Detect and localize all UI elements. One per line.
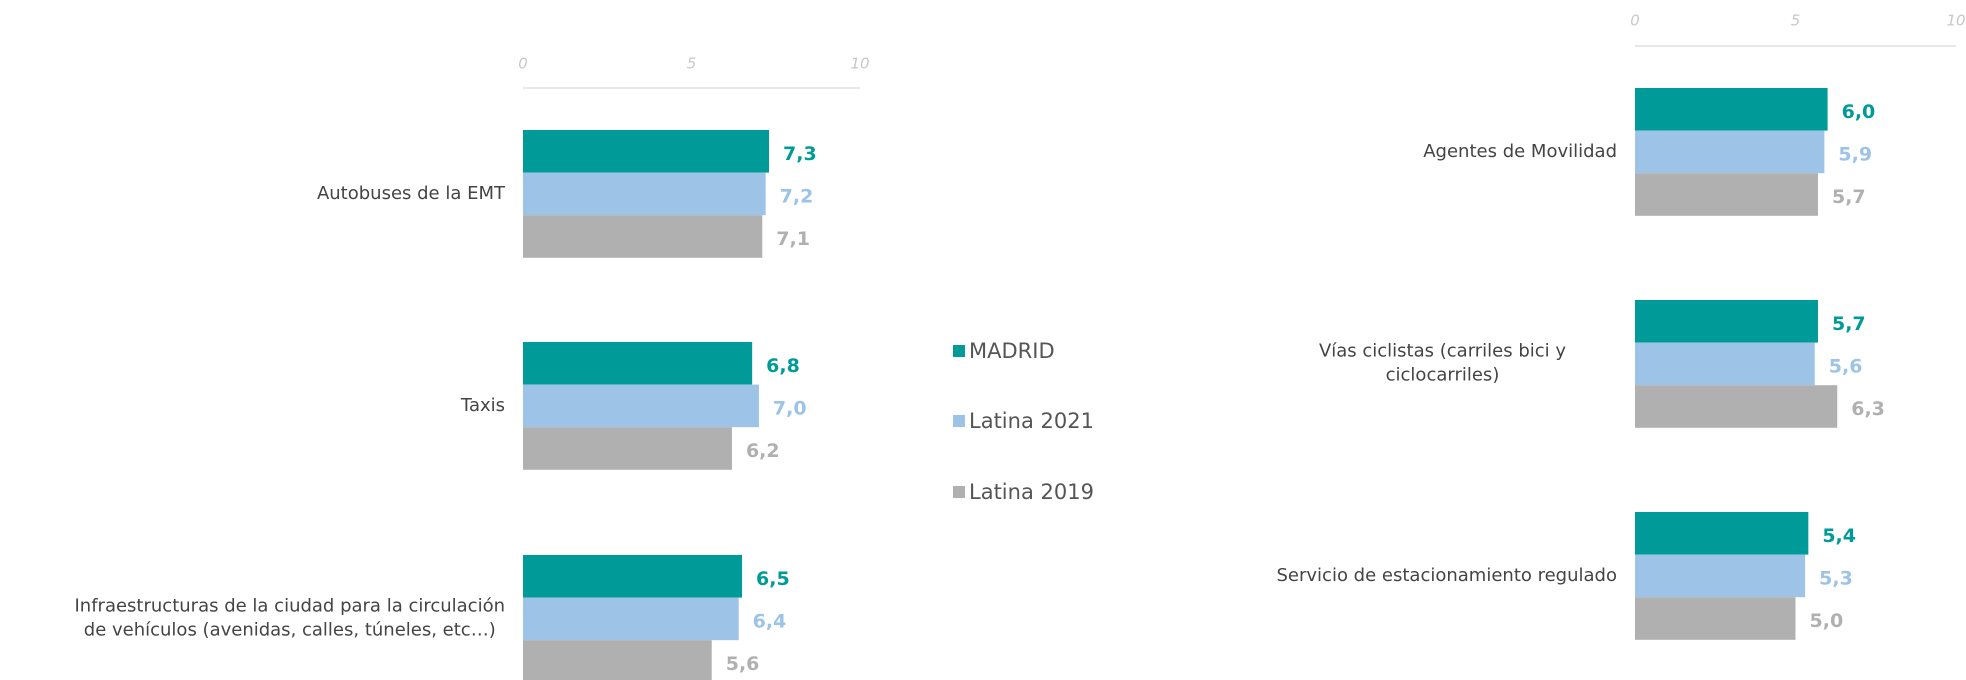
bar [523, 597, 739, 641]
value-label: 5,9 [1838, 143, 1872, 165]
value-label: 5,4 [1822, 525, 1856, 547]
x-tick-label: 10 [1946, 12, 1965, 30]
legend-item: Latina 2019 [953, 480, 1094, 504]
bar [1635, 173, 1818, 216]
x-tick-label: 10 [850, 55, 869, 73]
legend-swatch [953, 486, 965, 498]
category-label: Agentes de Movilidad [1423, 140, 1617, 162]
value-label: 5,6 [1829, 355, 1863, 377]
bar [1635, 342, 1815, 386]
legend-label: MADRID [969, 339, 1055, 363]
legend-label: Latina 2019 [969, 480, 1094, 504]
value-label: 6,5 [756, 568, 790, 590]
value-label: 5,0 [1810, 610, 1844, 632]
legend-swatch [953, 345, 965, 357]
bar [523, 130, 770, 173]
value-label: 5,6 [726, 653, 760, 675]
bar [1635, 597, 1796, 640]
bar [523, 172, 766, 216]
bar [523, 427, 732, 470]
value-label: 6,2 [746, 440, 780, 462]
bar [523, 640, 712, 680]
legend-swatch [953, 415, 965, 427]
bar [1635, 88, 1828, 131]
category-label: Infraestructuras de la ciudad para la ci… [74, 595, 506, 641]
bar [523, 342, 753, 385]
value-label: 7,3 [783, 143, 817, 165]
value-label: 6,8 [766, 355, 800, 377]
x-tick-label: 0 [1630, 12, 1640, 30]
bar [523, 555, 743, 598]
x-tick-label: 0 [518, 55, 528, 73]
value-label: 5,3 [1819, 567, 1853, 589]
bar [1635, 512, 1809, 555]
x-tick-label: 5 [1791, 12, 1801, 30]
legend-label: Latina 2021 [969, 409, 1094, 433]
bar [1635, 385, 1838, 428]
bar [523, 215, 763, 258]
bar [1635, 300, 1818, 343]
value-label: 6,0 [1842, 101, 1876, 123]
bar [1635, 130, 1825, 174]
value-label: 5,7 [1832, 186, 1866, 208]
value-label: 7,2 [780, 185, 814, 207]
category-label: Vías ciclistas (carriles bici y ciclocar… [1318, 340, 1567, 386]
category-label: Autobuses de la EMT [316, 182, 505, 204]
value-label: 7,0 [773, 397, 807, 419]
legend-item: MADRID [953, 339, 1055, 363]
value-label: 7,1 [776, 228, 810, 250]
value-label: 6,4 [753, 610, 787, 632]
value-label: 5,7 [1832, 313, 1866, 335]
bar [1635, 554, 1806, 598]
bar [523, 384, 759, 428]
legend-item: Latina 2021 [953, 409, 1094, 433]
category-label: Servicio de estacionamiento regulado [1276, 564, 1618, 586]
x-tick-label: 5 [687, 55, 697, 73]
value-label: 6,3 [1851, 398, 1885, 420]
category-label: Taxis [460, 394, 505, 416]
